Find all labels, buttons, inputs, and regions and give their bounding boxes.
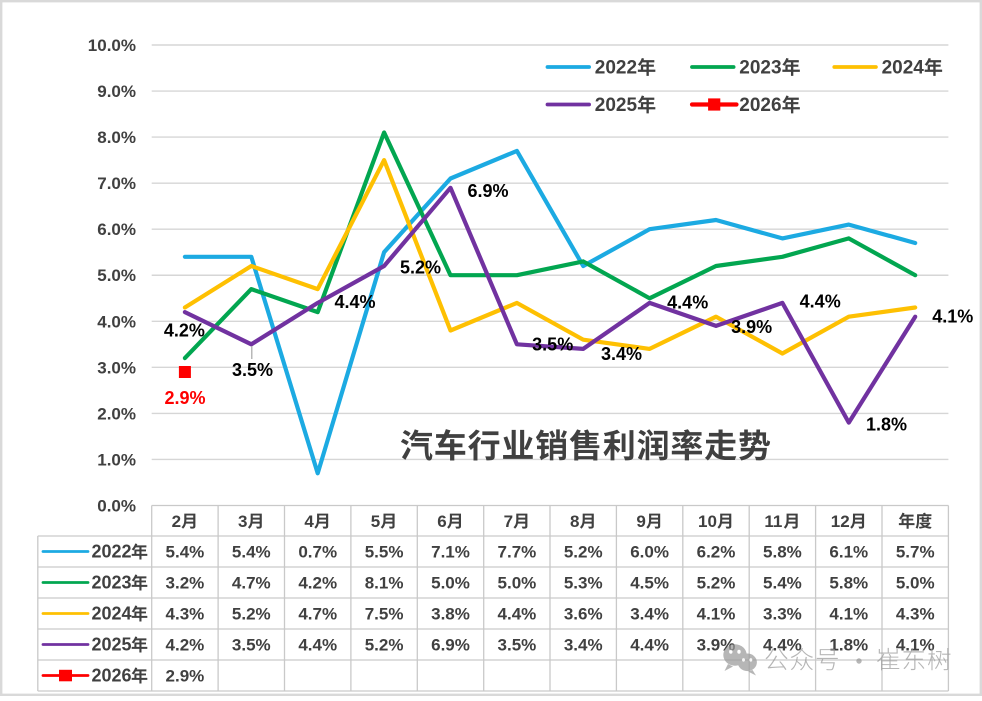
svg-text:2025: 2025	[595, 95, 638, 116]
svg-text:5.0%: 5.0%	[97, 266, 136, 285]
svg-text:10.0%: 10.0%	[88, 36, 136, 55]
svg-text:3.5%: 3.5%	[232, 636, 271, 655]
svg-text:2022: 2022	[595, 58, 637, 79]
svg-text:6: 6	[437, 512, 446, 531]
svg-text:8.0%: 8.0%	[97, 128, 136, 147]
svg-text:11: 11	[764, 512, 782, 531]
svg-text:4.7%: 4.7%	[298, 605, 337, 624]
svg-text:5: 5	[371, 512, 380, 531]
svg-text:5.2%: 5.2%	[365, 636, 404, 655]
svg-text:4.5%: 4.5%	[630, 574, 669, 593]
svg-text:5.2%: 5.2%	[564, 543, 603, 562]
svg-text:1.0%: 1.0%	[97, 450, 136, 469]
svg-text:2.9%: 2.9%	[164, 388, 205, 408]
svg-text:5.2%: 5.2%	[232, 605, 271, 624]
svg-text:5.2%: 5.2%	[400, 258, 441, 278]
svg-text:4.4%: 4.4%	[630, 636, 669, 655]
svg-text:2023: 2023	[91, 573, 131, 593]
svg-text:5.7%: 5.7%	[896, 543, 935, 562]
svg-text:2026: 2026	[739, 95, 781, 116]
svg-text:7.7%: 7.7%	[498, 543, 537, 562]
svg-text:3.4%: 3.4%	[564, 636, 603, 655]
svg-text:2025: 2025	[91, 635, 131, 655]
svg-text:5.2%: 5.2%	[697, 574, 736, 593]
svg-text:2: 2	[172, 512, 181, 531]
svg-text:4.1%: 4.1%	[829, 605, 868, 624]
svg-text:4.4%: 4.4%	[763, 636, 802, 655]
svg-text:10: 10	[698, 512, 717, 531]
svg-text:6.1%: 6.1%	[829, 543, 868, 562]
svg-text:4.7%: 4.7%	[232, 574, 271, 593]
svg-text:1.8%: 1.8%	[866, 414, 907, 434]
svg-text:3.4%: 3.4%	[601, 344, 642, 364]
svg-text:3.8%: 3.8%	[431, 605, 470, 624]
svg-text:4.4%: 4.4%	[667, 293, 708, 313]
svg-text:6.0%: 6.0%	[630, 543, 669, 562]
svg-text:3.2%: 3.2%	[166, 574, 205, 593]
svg-text:5.5%: 5.5%	[365, 543, 404, 562]
svg-text:5.0%: 5.0%	[896, 574, 935, 593]
svg-text:7.1%: 7.1%	[431, 543, 470, 562]
svg-text:9: 9	[636, 512, 645, 531]
svg-text:1.8%: 1.8%	[829, 636, 868, 655]
svg-text:6.2%: 6.2%	[697, 543, 736, 562]
svg-text:3.6%: 3.6%	[564, 605, 603, 624]
svg-text:6.9%: 6.9%	[467, 181, 508, 201]
svg-text:2.9%: 2.9%	[166, 667, 205, 686]
svg-text:7: 7	[504, 512, 513, 531]
svg-text:4.3%: 4.3%	[896, 605, 935, 624]
svg-text:5.4%: 5.4%	[166, 543, 205, 562]
svg-text:2024: 2024	[882, 58, 925, 79]
svg-text:9.0%: 9.0%	[97, 82, 136, 101]
svg-text:4.1%: 4.1%	[697, 605, 736, 624]
svg-text:4.2%: 4.2%	[166, 636, 205, 655]
svg-text:3.3%: 3.3%	[763, 605, 802, 624]
svg-text:6.9%: 6.9%	[431, 636, 470, 655]
svg-text:2023: 2023	[739, 58, 781, 79]
svg-text:3.0%: 3.0%	[97, 358, 136, 377]
svg-text:0.0%: 0.0%	[97, 497, 136, 516]
svg-text:4.4%: 4.4%	[334, 292, 375, 312]
svg-text:4.4%: 4.4%	[498, 605, 537, 624]
svg-text:4.4%: 4.4%	[298, 636, 337, 655]
svg-text:7.5%: 7.5%	[365, 605, 404, 624]
svg-text:5.3%: 5.3%	[564, 574, 603, 593]
svg-text:5.4%: 5.4%	[232, 543, 271, 562]
svg-text:3.4%: 3.4%	[630, 605, 669, 624]
svg-text:3.5%: 3.5%	[498, 636, 537, 655]
svg-text:2026: 2026	[91, 666, 131, 686]
svg-text:3.5%: 3.5%	[532, 334, 573, 354]
svg-text:4.4%: 4.4%	[800, 292, 841, 312]
svg-text:2.0%: 2.0%	[97, 404, 136, 423]
svg-text:3.9%: 3.9%	[731, 317, 772, 337]
svg-text:5.4%: 5.4%	[763, 574, 802, 593]
svg-text:4.2%: 4.2%	[164, 321, 205, 341]
svg-text:4: 4	[304, 512, 314, 531]
svg-text:4.1%: 4.1%	[896, 636, 935, 655]
svg-text:2022: 2022	[91, 542, 131, 562]
svg-text:5.8%: 5.8%	[763, 543, 802, 562]
svg-text:5.8%: 5.8%	[829, 574, 868, 593]
svg-text:8.1%: 8.1%	[365, 574, 404, 593]
svg-text:4.0%: 4.0%	[97, 312, 136, 331]
svg-text:4.2%: 4.2%	[298, 574, 337, 593]
svg-text:2024: 2024	[91, 604, 131, 624]
svg-text:0.7%: 0.7%	[298, 543, 337, 562]
svg-text:5.0%: 5.0%	[431, 574, 470, 593]
svg-text:6.0%: 6.0%	[97, 220, 136, 239]
svg-text:4.3%: 4.3%	[166, 605, 205, 624]
svg-text:12: 12	[831, 512, 850, 531]
svg-text:8: 8	[570, 512, 579, 531]
svg-text:3: 3	[238, 512, 247, 531]
svg-text:3.5%: 3.5%	[232, 360, 273, 380]
svg-text:4.1%: 4.1%	[932, 306, 973, 326]
svg-text:7.0%: 7.0%	[97, 174, 136, 193]
svg-text:5.0%: 5.0%	[498, 574, 537, 593]
